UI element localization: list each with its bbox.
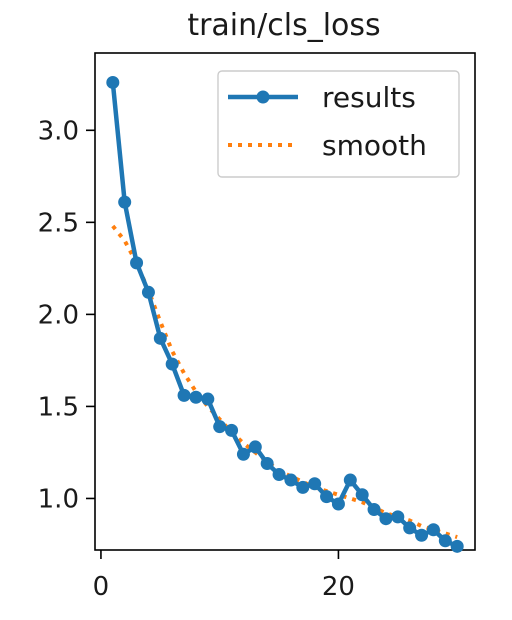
y-tick-label: 3.0 bbox=[38, 116, 79, 146]
results-point bbox=[355, 488, 369, 502]
results-point bbox=[106, 75, 120, 89]
results-point bbox=[189, 390, 203, 404]
y-tick-label: 2.0 bbox=[38, 300, 79, 330]
x-tick-label: 20 bbox=[322, 572, 355, 602]
results-point bbox=[296, 480, 310, 494]
results-point bbox=[118, 195, 132, 209]
y-tick-label: 1.5 bbox=[38, 392, 79, 422]
results-point bbox=[391, 510, 405, 524]
series-layer bbox=[106, 75, 464, 553]
results-point bbox=[272, 468, 286, 482]
results-point bbox=[403, 521, 417, 535]
y-tick-label: 1.0 bbox=[38, 484, 79, 514]
chart-title: train/cls_loss bbox=[187, 8, 380, 43]
results-point bbox=[236, 447, 250, 461]
x-axis: 0 20 bbox=[93, 550, 355, 602]
results-point bbox=[320, 490, 334, 504]
results-point bbox=[153, 331, 167, 345]
results-point bbox=[284, 473, 298, 487]
results-point bbox=[308, 477, 322, 491]
results-point bbox=[201, 392, 215, 406]
results-point bbox=[130, 256, 144, 270]
results-point bbox=[367, 503, 381, 517]
results-point bbox=[213, 420, 227, 434]
plot-area-frame bbox=[94, 52, 476, 551]
series-line-smooth bbox=[111, 224, 458, 540]
legend-label-smooth: smooth bbox=[322, 129, 427, 162]
results-point bbox=[177, 388, 191, 402]
results-point bbox=[379, 512, 393, 526]
results-point bbox=[260, 456, 274, 470]
legend-label-results: results bbox=[322, 81, 416, 114]
results-point bbox=[331, 497, 345, 511]
results-point bbox=[450, 539, 464, 553]
results-point bbox=[165, 357, 179, 371]
results-point bbox=[343, 473, 357, 487]
results-point bbox=[426, 523, 440, 537]
legend: results smooth bbox=[217, 70, 460, 178]
legend-results-marker bbox=[256, 90, 270, 104]
results-point bbox=[438, 534, 452, 548]
results-point bbox=[225, 423, 239, 437]
results-point bbox=[415, 528, 429, 542]
results-point bbox=[248, 440, 262, 454]
x-tick-label: 0 bbox=[93, 572, 110, 602]
results-point bbox=[141, 285, 155, 299]
y-tick-label: 2.5 bbox=[38, 208, 79, 238]
y-axis: 1.0 1.5 2.0 2.5 3.0 bbox=[38, 116, 95, 514]
